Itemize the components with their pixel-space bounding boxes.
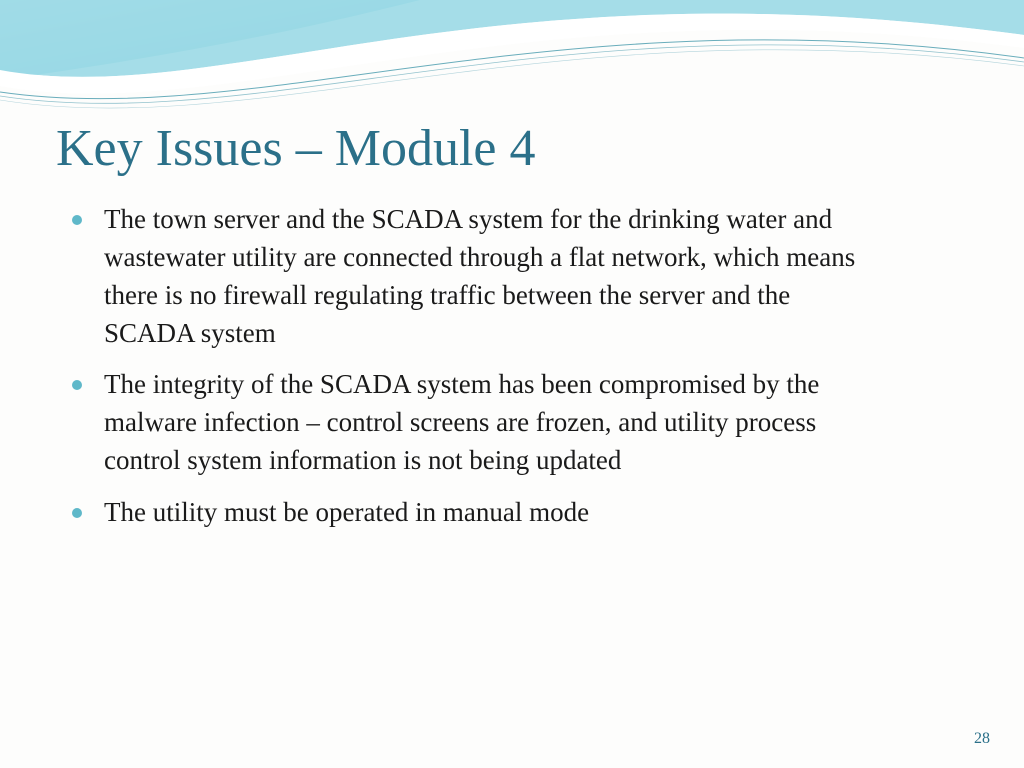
- slide-body: Key Issues – Module 4 The town server an…: [0, 0, 1024, 768]
- bullet-list: The town server and the SCADA system for…: [56, 201, 968, 531]
- list-item: The town server and the SCADA system for…: [104, 201, 968, 352]
- slide-title: Key Issues – Module 4: [56, 120, 968, 177]
- list-item: The utility must be operated in manual m…: [104, 494, 968, 532]
- list-item: The integrity of the SCADA system has be…: [104, 366, 968, 479]
- page-number: 28: [974, 730, 990, 748]
